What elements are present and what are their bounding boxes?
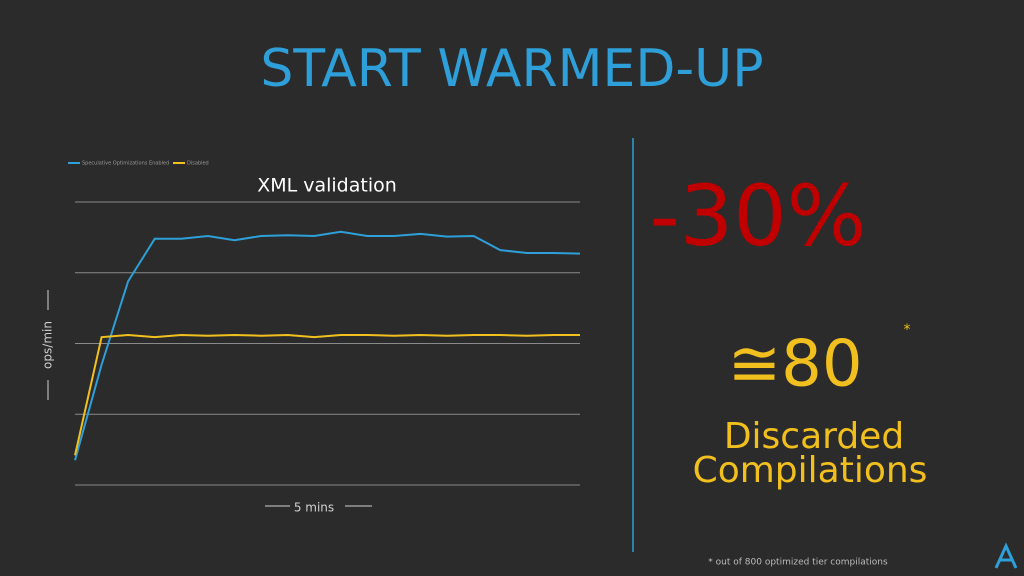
- count: ≅80: [727, 328, 862, 402]
- stat: -30%: [649, 167, 866, 265]
- footnote: * out of 800 optimized tier compilations: [708, 558, 888, 568]
- chart-title: XML validation: [257, 175, 397, 197]
- slide-title: START WARMED-UP: [260, 39, 763, 99]
- data-line: [74, 334, 580, 456]
- count-label: Compilations: [693, 450, 928, 491]
- count-label: Discarded: [724, 416, 904, 457]
- y-axis-label: ops/min: [41, 321, 55, 369]
- count-mark: *: [904, 322, 911, 338]
- data-line: [74, 230, 581, 461]
- legend-label: Disabled: [187, 161, 209, 167]
- x-axis-label: 5 mins: [294, 501, 334, 515]
- legend-label: Speculative Optimizations Enabled: [82, 161, 169, 167]
- logo: [994, 542, 1018, 569]
